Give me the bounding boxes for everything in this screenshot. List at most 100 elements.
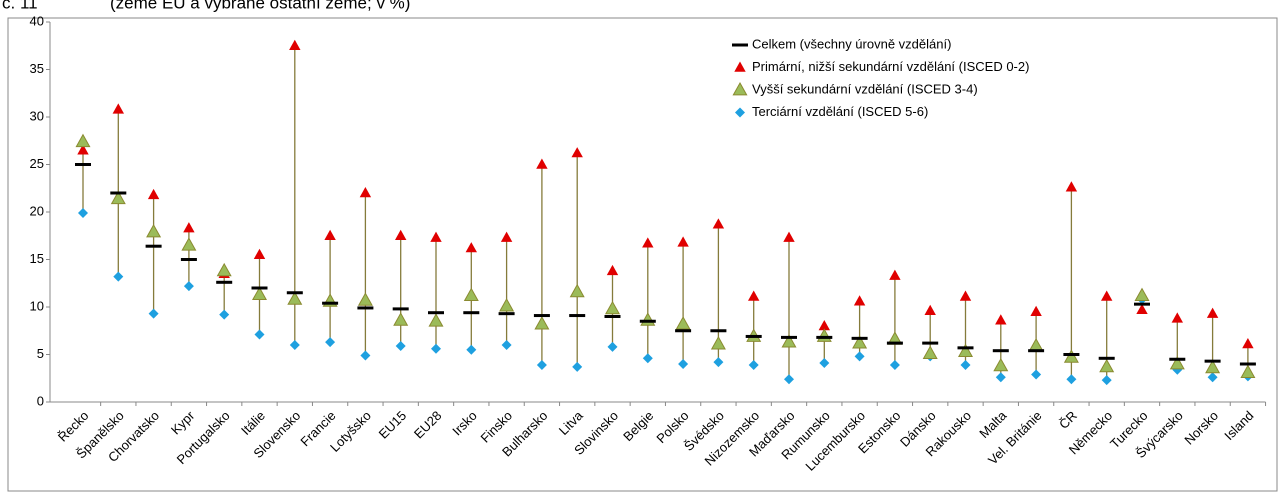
legend-marker bbox=[732, 43, 748, 47]
point bbox=[853, 295, 866, 306]
point bbox=[216, 280, 233, 284]
point bbox=[995, 314, 1007, 325]
point bbox=[324, 229, 336, 240]
point bbox=[463, 287, 479, 301]
point bbox=[254, 329, 265, 340]
x-tick-label: Itálie bbox=[238, 408, 268, 438]
point bbox=[395, 229, 407, 240]
point bbox=[1169, 357, 1186, 361]
point bbox=[289, 39, 301, 50]
point bbox=[571, 147, 583, 158]
point bbox=[501, 340, 512, 350]
point bbox=[959, 290, 972, 301]
point bbox=[180, 258, 197, 261]
point bbox=[145, 244, 162, 248]
point bbox=[710, 336, 726, 350]
point bbox=[957, 346, 974, 350]
point bbox=[428, 311, 444, 315]
point bbox=[639, 319, 656, 323]
y-tick-label: 5 bbox=[37, 346, 44, 361]
point bbox=[322, 301, 339, 305]
point bbox=[816, 335, 833, 339]
point bbox=[251, 286, 268, 290]
point bbox=[675, 329, 692, 333]
point bbox=[286, 291, 303, 295]
x-tick-label: EU15 bbox=[376, 408, 410, 442]
point bbox=[1207, 372, 1218, 383]
point bbox=[357, 306, 374, 310]
x-tick-label: ČR bbox=[1056, 408, 1080, 432]
point bbox=[677, 236, 689, 247]
point bbox=[783, 231, 795, 242]
y-tick-label: 35 bbox=[30, 61, 44, 76]
legend-label: Celkem (všechny úrovně vzdělání) bbox=[752, 36, 951, 51]
point bbox=[1031, 369, 1042, 380]
point bbox=[642, 353, 653, 364]
point bbox=[607, 341, 618, 352]
point bbox=[287, 291, 303, 305]
chart-title-number: č. 11 bbox=[2, 0, 38, 12]
y-tick-label: 30 bbox=[30, 108, 44, 123]
point bbox=[924, 304, 936, 315]
x-tick-label: Belgie bbox=[620, 408, 656, 444]
point bbox=[995, 372, 1006, 383]
point bbox=[1205, 359, 1221, 374]
point bbox=[392, 307, 409, 311]
point bbox=[183, 281, 194, 292]
point bbox=[781, 334, 797, 348]
point bbox=[533, 314, 550, 318]
point bbox=[1066, 374, 1077, 385]
point bbox=[1171, 312, 1183, 323]
point bbox=[216, 262, 232, 277]
legend-label: Terciární vzdělání (ISCED 5-6) bbox=[752, 104, 928, 119]
point bbox=[852, 335, 868, 349]
point bbox=[500, 231, 513, 242]
point bbox=[360, 350, 371, 361]
x-tick-label: Irsko bbox=[449, 408, 480, 439]
point bbox=[675, 316, 691, 330]
x-tick-label: Island bbox=[1221, 408, 1256, 443]
point bbox=[463, 311, 480, 315]
x-tick-label: Norsko bbox=[1181, 408, 1221, 448]
point bbox=[1204, 359, 1221, 363]
point bbox=[712, 218, 725, 229]
point bbox=[110, 190, 126, 205]
point bbox=[148, 308, 159, 319]
point bbox=[678, 359, 689, 369]
point bbox=[569, 314, 586, 318]
point bbox=[784, 374, 794, 385]
point bbox=[146, 223, 162, 238]
point bbox=[1240, 364, 1256, 378]
point bbox=[112, 103, 124, 114]
point bbox=[889, 269, 901, 280]
point bbox=[1030, 305, 1042, 316]
legend-label: Vyšší sekundární vzdělání (ISCED 3-4) bbox=[752, 81, 978, 96]
point bbox=[1206, 307, 1219, 318]
x-tick-label: Kypr bbox=[168, 407, 198, 437]
point bbox=[393, 312, 409, 326]
point bbox=[1242, 338, 1254, 349]
y-tick-label: 25 bbox=[30, 156, 44, 171]
point bbox=[819, 358, 830, 369]
point bbox=[181, 237, 197, 251]
point bbox=[1101, 375, 1112, 386]
point bbox=[325, 337, 336, 348]
point bbox=[606, 264, 619, 276]
point bbox=[851, 336, 868, 340]
point bbox=[1134, 287, 1150, 301]
point bbox=[183, 222, 195, 233]
point bbox=[395, 340, 406, 351]
point bbox=[1101, 290, 1113, 301]
point bbox=[536, 359, 547, 370]
point bbox=[922, 345, 938, 359]
y-tick-label: 40 bbox=[30, 13, 44, 28]
point bbox=[289, 340, 300, 350]
point bbox=[642, 237, 654, 248]
y-tick-label: 10 bbox=[30, 298, 44, 313]
y-tick-label: 20 bbox=[30, 203, 44, 218]
chart-title: (země EU a vybrané ostatní země; v %) bbox=[110, 0, 410, 12]
point bbox=[498, 312, 515, 316]
point bbox=[957, 343, 974, 358]
point bbox=[1134, 302, 1150, 306]
point bbox=[147, 188, 160, 200]
